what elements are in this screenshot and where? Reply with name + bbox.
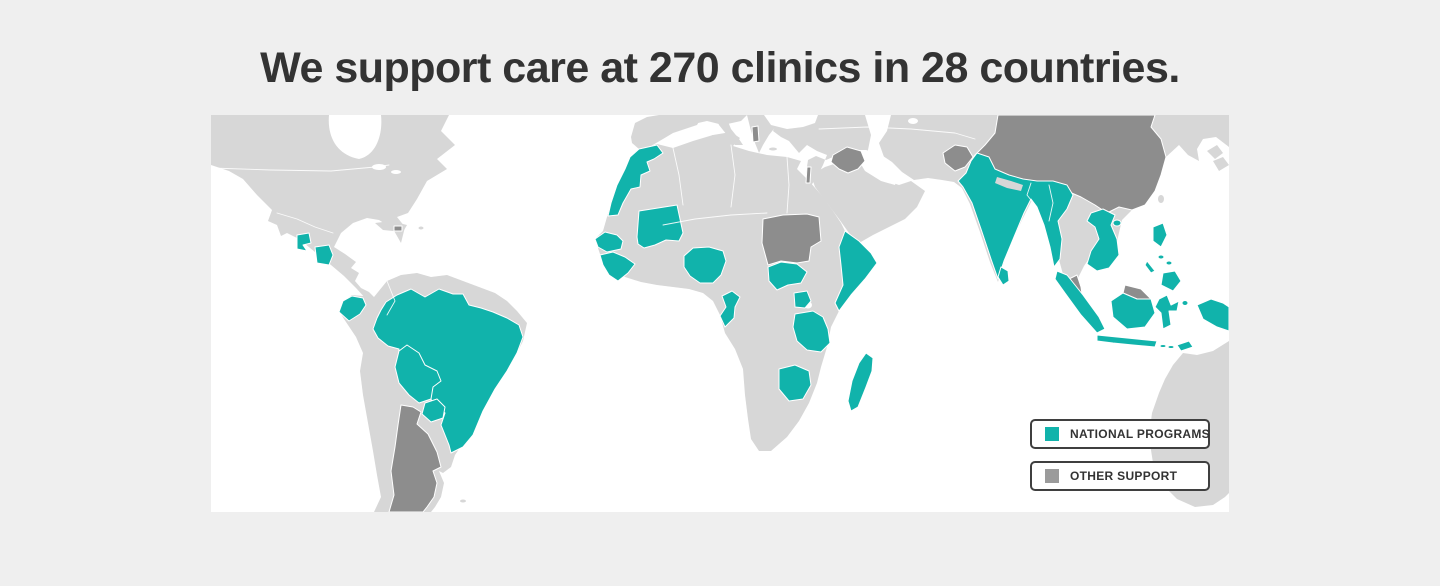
region-guinea-sierra-leone (599, 251, 636, 282)
region-afghanistan (942, 144, 974, 172)
border-kazakhstan (818, 126, 976, 140)
national-program-regions (296, 144, 1229, 454)
region-falklands (460, 499, 466, 503)
region-nepal (995, 177, 1023, 191)
region-philippines-palawan (1144, 260, 1156, 274)
legend: NATIONAL PROGRAMS OTHER SUPPORT (1030, 419, 1210, 491)
region-argentina (388, 404, 442, 512)
region-madagascar (847, 352, 874, 412)
legend-item-other-support: OTHER SUPPORT (1030, 461, 1210, 491)
region-hainan (1112, 219, 1122, 227)
seas-and-lakes (328, 115, 918, 309)
border-us-mexico (276, 212, 334, 234)
page-title: We support care at 270 clinics in 28 cou… (260, 44, 1180, 92)
region-sumatra (1054, 270, 1106, 334)
region-west-bank-gaza (805, 166, 812, 184)
border-us-canada (211, 164, 390, 172)
region-crete (769, 147, 777, 151)
region-nigeria (683, 246, 727, 284)
region-albania (751, 125, 760, 143)
region-philippines-luzon (1152, 222, 1168, 248)
hudson-bay (328, 115, 382, 159)
region-philippines-mindanao (1160, 270, 1182, 292)
region-mali (636, 204, 684, 249)
region-kalimantan (1110, 292, 1156, 330)
region-jamaica (334, 225, 340, 229)
border-sahel (662, 212, 768, 226)
region-papua (1196, 298, 1229, 332)
region-sulawesi (1154, 294, 1180, 330)
region-guatemala (296, 232, 312, 252)
region-iraq (830, 146, 866, 174)
region-puerto-rico (418, 226, 424, 230)
region-sri-lanka (997, 266, 1010, 286)
black-sea (764, 115, 818, 129)
other-support-label: OTHER SUPPORT (1070, 469, 1178, 483)
region-timor (1176, 340, 1194, 352)
persian-gulf (859, 161, 897, 185)
region-brazil (372, 288, 524, 454)
region-philippines-visayas-1 (1157, 254, 1165, 260)
region-senegal (594, 231, 624, 253)
region-paraguay (421, 398, 446, 423)
legend-item-national-programs: NATIONAL PROGRAMS (1030, 419, 1210, 449)
region-philippines-visayas-2 (1165, 260, 1173, 266)
region-arabia (811, 157, 925, 243)
region-japan-south (1213, 157, 1229, 171)
region-tanzania (792, 310, 831, 353)
region-somalia (834, 230, 878, 312)
other-support-swatch (1045, 469, 1059, 483)
border-colombia-venezuela (386, 280, 396, 316)
border-libya (730, 144, 736, 208)
region-bolivia (394, 344, 442, 404)
national-programs-label: NATIONAL PROGRAMS (1070, 427, 1210, 441)
region-morocco (607, 144, 664, 217)
border-egypt (786, 156, 790, 214)
region-cuba (321, 214, 353, 225)
region-south-sudan (767, 261, 808, 291)
region-lesser-sunda-2 (1167, 345, 1175, 349)
region-lesser-sunda-1 (1159, 344, 1167, 348)
region-java (1096, 334, 1158, 348)
region-congo (719, 290, 741, 328)
aral-sea (908, 118, 918, 124)
great-lake-east (391, 170, 401, 174)
other-support-regions (388, 115, 1167, 512)
region-nicaragua (314, 244, 334, 266)
region-vietnam-cambodia (1086, 208, 1120, 272)
region-ecuador (338, 295, 367, 322)
region-north-america (211, 115, 455, 299)
region-haiti (393, 225, 403, 232)
region-zimbabwe (778, 364, 812, 402)
border-myanmar (1048, 184, 1054, 222)
region-halmahera (1181, 300, 1189, 306)
region-uganda (793, 290, 812, 309)
world-map: NATIONAL PROGRAMS OTHER SUPPORT (211, 115, 1229, 512)
national-programs-swatch (1045, 427, 1059, 441)
region-taiwan (1158, 195, 1164, 203)
border-hints (211, 126, 1054, 316)
border-algeria (672, 147, 684, 206)
region-south-asia (957, 152, 1074, 280)
region-japan (1207, 145, 1223, 159)
region-sudan (761, 213, 822, 266)
border-bangladesh (1026, 182, 1036, 206)
